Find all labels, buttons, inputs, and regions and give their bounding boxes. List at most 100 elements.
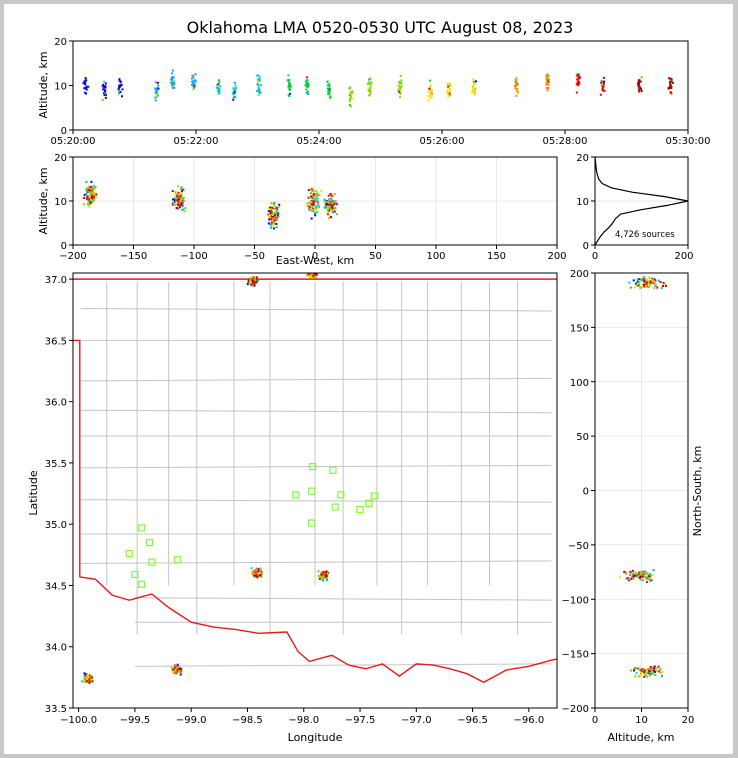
- time-height-point: [192, 76, 195, 79]
- time-height-point: [370, 81, 373, 84]
- map-source-point: [313, 270, 315, 272]
- ns-point: [633, 575, 636, 578]
- ew-point: [180, 188, 183, 191]
- ns-point: [644, 281, 647, 284]
- ns-tick-label: −150: [562, 650, 589, 661]
- map-source-point: [253, 569, 256, 572]
- ns-point: [637, 284, 640, 287]
- county-line: [134, 597, 552, 601]
- county-line: [80, 409, 552, 414]
- ns-point: [651, 281, 654, 284]
- lon-tick-label: −100.0: [60, 715, 97, 726]
- ns-point: [642, 575, 645, 578]
- time-height-point: [351, 90, 354, 93]
- time-height-point: [306, 90, 309, 93]
- map-source-point: [317, 570, 320, 573]
- time-height-point: [155, 89, 158, 92]
- ew-point: [316, 193, 319, 196]
- ew-point: [179, 200, 182, 203]
- ns-point: [643, 275, 646, 278]
- source-count-label: 4,726 sources: [615, 230, 675, 240]
- time-height-point: [258, 76, 261, 79]
- time-height-point: [307, 93, 310, 96]
- map-source-point: [259, 567, 262, 570]
- ew-point: [93, 197, 96, 200]
- map-source-point: [320, 573, 323, 576]
- ew-point: [176, 198, 179, 201]
- ew-point: [307, 196, 310, 199]
- time-height-point: [192, 74, 195, 77]
- time-height-point: [547, 86, 550, 89]
- ew-point: [312, 194, 315, 197]
- time-height-point: [171, 72, 174, 75]
- ns-point: [649, 666, 652, 669]
- time-height-point: [514, 87, 517, 90]
- time-height-point: [171, 69, 174, 72]
- time-height-point: [601, 86, 604, 89]
- ns-point: [650, 281, 653, 284]
- ew-point: [310, 195, 313, 198]
- ns-point: [646, 577, 649, 580]
- ew-point: [267, 210, 270, 213]
- ns-point: [646, 281, 649, 284]
- ew-point: [277, 215, 280, 218]
- time-height-point: [350, 92, 353, 95]
- time-height-point: [83, 80, 86, 83]
- ns-point: [653, 287, 656, 290]
- map-source-point: [315, 270, 317, 272]
- ew-point: [89, 201, 92, 204]
- time-height-point: [155, 96, 158, 99]
- map-source-point: [313, 276, 316, 279]
- ew-point: [269, 206, 272, 209]
- ew-tick-label: 100: [426, 251, 445, 262]
- ew-point: [86, 187, 89, 190]
- time-height-point: [219, 85, 222, 88]
- time-height-point: [234, 96, 237, 99]
- ew-point: [89, 195, 92, 198]
- time-height-point: [257, 93, 260, 96]
- map-source-point: [254, 574, 257, 577]
- ew-point: [330, 209, 333, 212]
- time-height-point: [601, 88, 604, 91]
- map-source-point: [259, 574, 262, 577]
- ns-alt-tick-label: 20: [682, 715, 695, 726]
- time-height-point: [217, 88, 220, 91]
- ns-tick-label: 200: [570, 269, 589, 280]
- chart-title: Oklahoma LMA 0520-0530 UTC August 08, 20…: [187, 18, 574, 37]
- time-height-point: [117, 86, 120, 89]
- time-height-point: [473, 82, 476, 85]
- map-source-point: [252, 570, 255, 573]
- ew-point: [333, 193, 336, 196]
- time-height-point: [288, 92, 291, 95]
- ew-point: [90, 202, 93, 205]
- time-height-point: [640, 90, 643, 93]
- time-height-point: [85, 79, 88, 82]
- map-source-point: [88, 679, 91, 682]
- time-height-point: [257, 74, 260, 77]
- ew-point: [93, 194, 96, 197]
- ns-point: [623, 570, 626, 573]
- ew-point: [274, 211, 277, 214]
- ns-point: [638, 669, 641, 672]
- ew-point: [315, 210, 318, 213]
- ns-point: [643, 675, 646, 678]
- ew-point: [309, 201, 312, 204]
- map-xlabel: Longitude: [288, 731, 343, 744]
- ew-point: [275, 210, 278, 213]
- ns-point: [618, 576, 621, 579]
- ew-point: [278, 203, 281, 206]
- map-source-point: [258, 570, 261, 573]
- ns-point: [631, 569, 634, 572]
- time-height-point: [173, 83, 176, 86]
- ns-point: [652, 569, 655, 572]
- ns-point: [655, 669, 658, 672]
- time-height-marks: [82, 69, 674, 108]
- map-source-point: [90, 674, 93, 677]
- time-height-point: [639, 80, 642, 83]
- ew-point: [174, 203, 177, 206]
- ew-point: [313, 208, 316, 211]
- time-height-point: [545, 77, 548, 80]
- time-height-point: [366, 82, 369, 85]
- ns-point: [632, 573, 635, 576]
- ns-point: [645, 670, 648, 673]
